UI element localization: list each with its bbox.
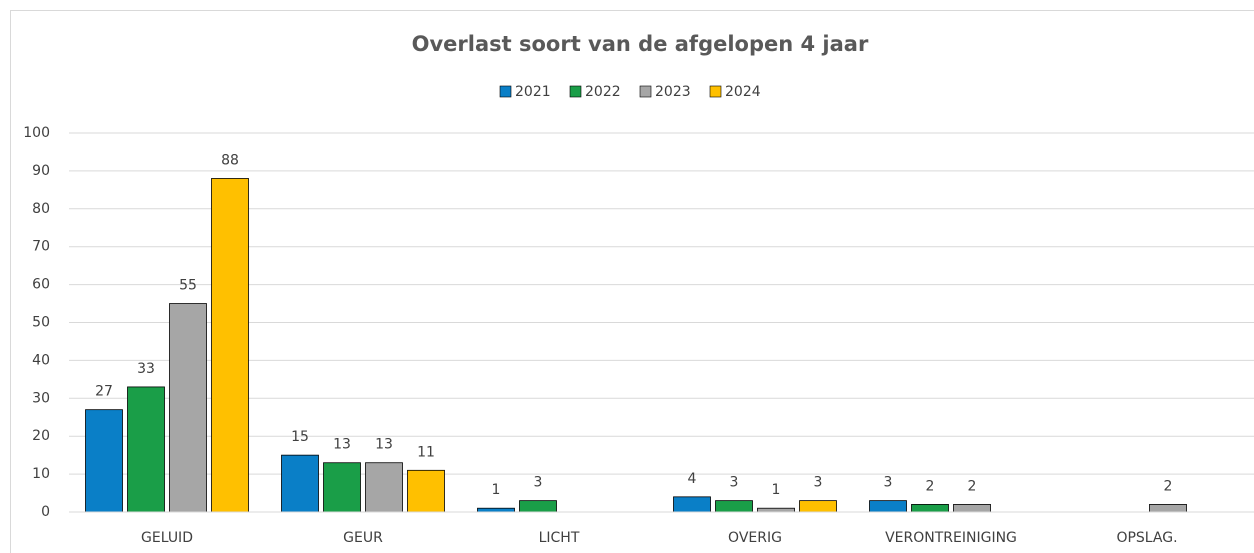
data-label: 11 [417,444,435,460]
data-label: 88 [221,152,239,168]
bar [757,507,795,513]
x-tick-label: VERONTREINIGING [885,530,1017,546]
bar [1149,504,1187,513]
data-label: 3 [884,475,893,491]
bar [211,178,249,513]
y-tick-label: 100 [23,125,50,141]
data-label: 33 [137,361,155,377]
y-tick-label: 50 [32,315,50,331]
y-tick-label: 70 [32,239,50,255]
data-label: 2 [926,478,935,494]
data-label: 3 [534,475,543,491]
data-label: 2 [1164,478,1173,494]
data-label: 13 [375,437,393,453]
bar [715,500,753,513]
data-label: 4 [688,471,697,487]
y-tick-label: 30 [32,390,50,406]
bar [869,500,907,513]
bar [673,496,711,513]
bar [407,469,445,513]
x-tick-label: OVERIG [728,530,782,546]
bar [365,462,403,513]
chart-title: Overlast soort van de afgelopen 4 jaar [412,32,869,56]
y-tick-label: 60 [32,277,50,293]
bar [127,386,165,513]
bar [323,462,361,513]
data-label: 3 [730,475,739,491]
x-tick-label: GEUR [343,530,383,546]
bar [519,500,557,513]
legend-swatch [569,85,582,98]
legend-swatch [499,85,512,98]
data-label: 55 [179,278,197,294]
legend-label: 2024 [725,84,761,100]
y-tick-label: 90 [32,163,50,179]
y-tick-label: 0 [41,504,50,520]
x-tick-label: LICHT [539,530,580,546]
legend-swatch [709,85,722,98]
bar [169,303,207,513]
data-label: 1 [772,482,781,498]
bar [85,409,123,513]
x-tick-label: GELUID [141,530,193,546]
legend-label: 2021 [515,84,551,100]
y-tick-label: 40 [32,352,50,368]
y-tick-label: 20 [32,428,50,444]
data-label: 2 [968,478,977,494]
legend-swatch [639,85,652,98]
bar [911,504,949,513]
data-label: 13 [333,437,351,453]
bar [477,507,515,513]
data-label: 27 [95,384,113,400]
data-label: 3 [814,475,823,491]
legend-label: 2023 [655,84,691,100]
bar [799,500,837,513]
x-tick-label: OPSLAG. [1116,530,1177,546]
bar [281,454,319,513]
legend-label: 2022 [585,84,621,100]
data-label: 1 [492,482,501,498]
bar [953,504,991,513]
y-tick-label: 80 [32,201,50,217]
y-tick-label: 10 [32,466,50,482]
data-label: 15 [291,429,309,445]
